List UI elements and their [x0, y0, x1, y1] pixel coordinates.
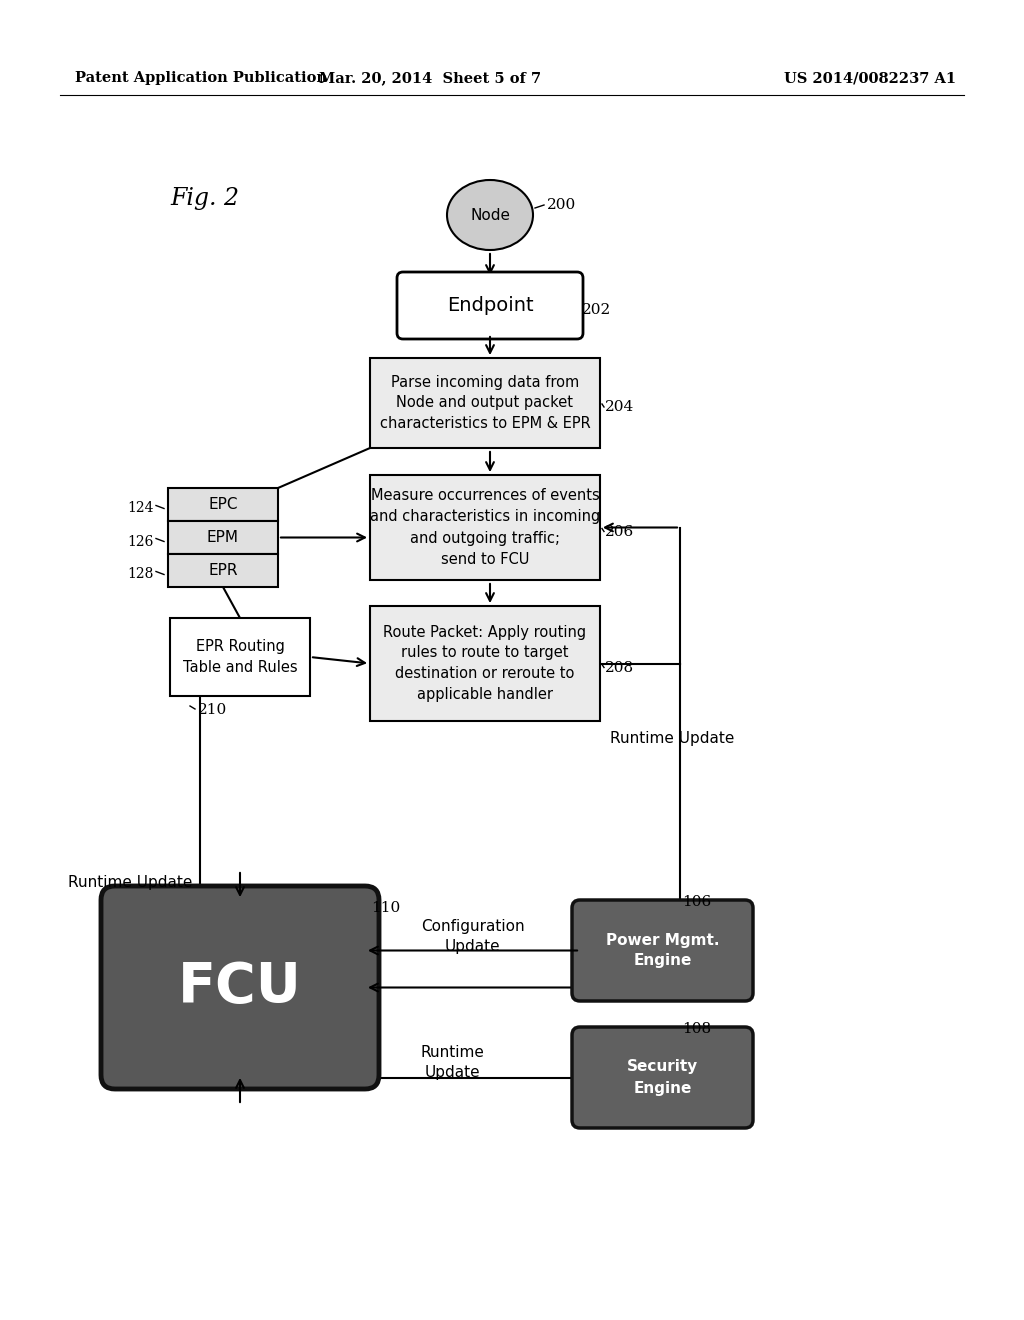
Text: Configuration
Update: Configuration Update [421, 919, 524, 954]
FancyBboxPatch shape [170, 618, 310, 696]
Text: Runtime
Update: Runtime Update [421, 1045, 484, 1080]
Ellipse shape [447, 180, 534, 249]
Text: 106: 106 [683, 895, 712, 909]
Text: EPM: EPM [207, 531, 239, 545]
Text: Security
Engine: Security Engine [627, 1060, 698, 1096]
Text: 200: 200 [547, 198, 577, 213]
FancyBboxPatch shape [370, 475, 600, 579]
FancyBboxPatch shape [370, 606, 600, 721]
Bar [168, 554, 278, 587]
Bar [168, 488, 278, 521]
Text: Runtime Update: Runtime Update [68, 874, 193, 890]
Text: Parse incoming data from
Node and output packet
characteristics to EPM & EPR: Parse incoming data from Node and output… [380, 375, 591, 432]
Text: Endpoint: Endpoint [446, 296, 534, 315]
Text: 110: 110 [371, 902, 400, 915]
Text: 206: 206 [605, 524, 634, 539]
FancyBboxPatch shape [370, 358, 600, 447]
Text: 202: 202 [582, 304, 611, 318]
Text: 128: 128 [128, 568, 154, 582]
FancyBboxPatch shape [572, 900, 753, 1001]
FancyBboxPatch shape [397, 272, 583, 339]
Text: Node: Node [470, 207, 510, 223]
Text: 124: 124 [128, 502, 154, 516]
Text: 210: 210 [198, 704, 227, 717]
Text: Route Packet: Apply routing
rules to route to target
destination or reroute to
a: Route Packet: Apply routing rules to rou… [383, 624, 587, 702]
Text: EPR: EPR [208, 564, 238, 578]
Text: FCU: FCU [178, 961, 302, 1015]
Bar [168, 521, 278, 554]
Text: Runtime Update: Runtime Update [610, 731, 734, 747]
Text: 126: 126 [128, 535, 154, 549]
Text: Power Mgmt.
Engine: Power Mgmt. Engine [606, 932, 719, 969]
FancyBboxPatch shape [572, 1027, 753, 1129]
Text: EPR Routing
Table and Rules: EPR Routing Table and Rules [182, 639, 297, 675]
FancyBboxPatch shape [101, 886, 379, 1089]
Text: 208: 208 [605, 660, 634, 675]
Text: Fig. 2: Fig. 2 [171, 186, 240, 210]
Text: 204: 204 [605, 400, 634, 414]
Text: 108: 108 [683, 1022, 712, 1036]
Text: Measure occurrences of events
and characteristics in incoming
and outgoing traff: Measure occurrences of events and charac… [370, 488, 600, 566]
Text: Patent Application Publication: Patent Application Publication [75, 71, 327, 84]
Text: Mar. 20, 2014  Sheet 5 of 7: Mar. 20, 2014 Sheet 5 of 7 [318, 71, 541, 84]
Text: EPC: EPC [208, 498, 238, 512]
Text: US 2014/0082237 A1: US 2014/0082237 A1 [784, 71, 956, 84]
